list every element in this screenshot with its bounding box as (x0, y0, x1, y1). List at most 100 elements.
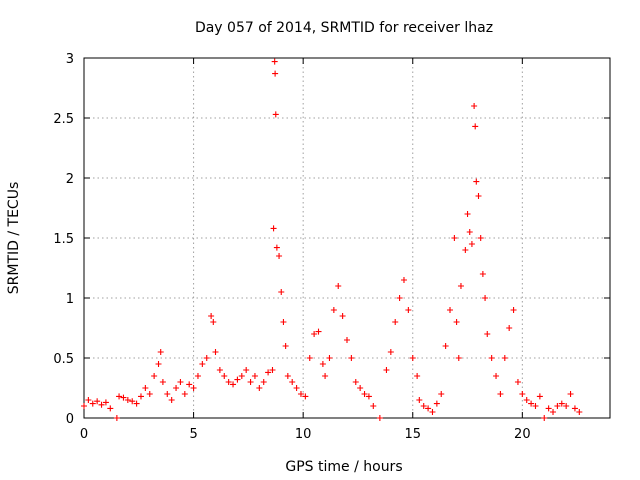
data-point (270, 225, 277, 232)
data-point (173, 385, 180, 391)
data-point (194, 373, 201, 379)
data-point (107, 405, 114, 412)
data-point (344, 337, 350, 343)
data-point (278, 289, 285, 295)
data-point (370, 403, 377, 409)
y-axis-label: SRMTID / TECUs (6, 182, 22, 295)
data-point (243, 367, 250, 373)
data-point (302, 393, 309, 400)
data-point (571, 405, 578, 412)
data-point (453, 319, 460, 325)
data-point (247, 379, 254, 385)
data-point (81, 403, 87, 409)
data-point (151, 373, 158, 379)
data-point (271, 58, 278, 65)
data-point (447, 307, 454, 313)
data-point (203, 355, 210, 361)
data-point (387, 349, 394, 355)
data-point (545, 405, 552, 412)
data-point (311, 331, 318, 337)
data-point (361, 391, 368, 397)
x-tick-label: 10 (295, 427, 312, 442)
data-point (186, 381, 193, 388)
data-point (238, 373, 245, 379)
data-point (479, 271, 486, 277)
data-point (225, 379, 232, 385)
data-point (155, 361, 162, 367)
data-point (276, 253, 283, 259)
data-point (116, 393, 123, 400)
data-point (563, 403, 570, 409)
data-point (181, 391, 188, 397)
data-point (251, 373, 258, 379)
y-tick-label: 3 (66, 52, 74, 67)
chart-title: Day 057 of 2014, SRMTID for receiver lha… (195, 20, 493, 36)
y-tick-label: 2.5 (53, 112, 74, 127)
data-point (129, 398, 136, 405)
data-point (146, 391, 153, 397)
data-point (420, 403, 427, 409)
data-point (457, 283, 464, 289)
data-point (576, 409, 583, 415)
data-point (212, 349, 219, 355)
data-point (120, 394, 127, 401)
data-point (414, 373, 421, 379)
data-point (523, 397, 530, 403)
data-point (297, 391, 304, 397)
data-point (199, 361, 206, 367)
data-point (429, 409, 436, 415)
plot-frame (83, 57, 611, 419)
data-point (234, 376, 241, 383)
data-point (289, 379, 296, 385)
data-point (164, 391, 171, 397)
data-point (306, 355, 313, 361)
data-point (532, 403, 539, 409)
data-point (315, 328, 322, 335)
data-point (221, 373, 228, 379)
data-point (272, 111, 279, 118)
data-point (409, 355, 416, 361)
data-point (357, 385, 364, 391)
data-point (326, 355, 333, 361)
data-point (177, 379, 184, 385)
data-point (396, 295, 403, 301)
data-point (472, 123, 479, 130)
data-point (383, 367, 390, 373)
data-point (475, 193, 482, 199)
data-point (322, 373, 329, 379)
data-point (260, 379, 267, 385)
data-point (102, 399, 109, 406)
y-tick-label: 0.5 (53, 352, 74, 367)
data-point (506, 325, 513, 331)
y-tick-label: 1 (66, 292, 74, 307)
data-point (133, 400, 140, 407)
y-tick-label: 0 (66, 412, 74, 427)
data-point (282, 343, 289, 349)
data-point (484, 331, 491, 337)
data-point (558, 400, 565, 407)
data-point (550, 409, 557, 415)
data-point (433, 400, 440, 407)
data-point (528, 400, 535, 407)
x-tick-label: 0 (80, 427, 88, 442)
data-points (81, 58, 583, 421)
data-point (348, 355, 355, 361)
data-point (352, 379, 359, 385)
data-point (265, 369, 272, 376)
data-point (216, 367, 223, 373)
data-point (497, 391, 504, 397)
data-point (284, 373, 291, 379)
x-tick-label: 15 (404, 427, 421, 442)
data-point (416, 397, 423, 403)
data-point (124, 397, 131, 403)
data-point (536, 393, 543, 400)
data-point (392, 319, 399, 325)
data-point (471, 103, 478, 109)
data-point (451, 235, 458, 241)
data-point (256, 385, 263, 391)
data-point (519, 391, 526, 397)
data-point (190, 385, 197, 391)
data-point (405, 307, 412, 313)
data-point (442, 343, 449, 349)
data-point (488, 355, 495, 361)
